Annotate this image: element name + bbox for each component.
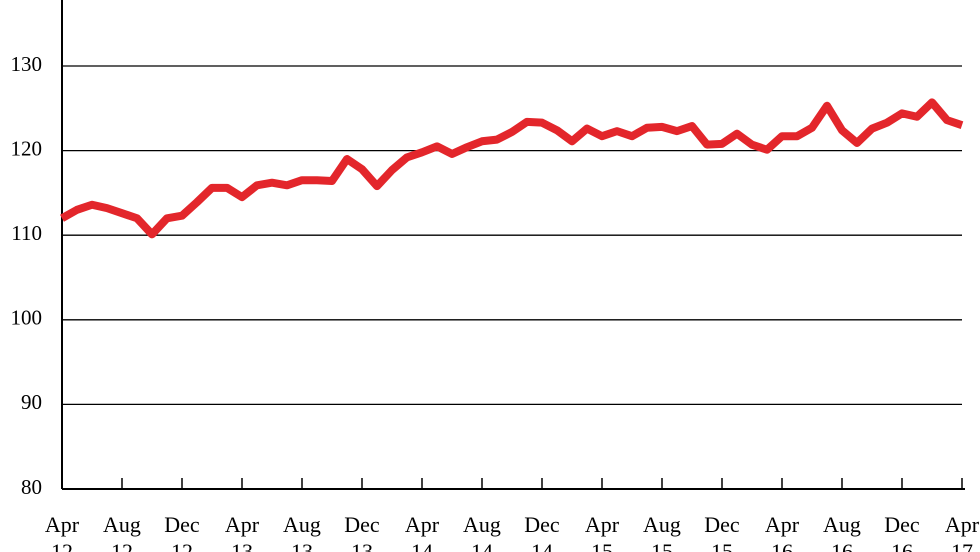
y-tick-label: 90 xyxy=(21,390,42,414)
y-tick-label: 120 xyxy=(11,136,43,160)
x-tick-label: Aug 16 xyxy=(823,512,861,552)
x-tick-label: Apr 16 xyxy=(764,512,800,552)
y-tick-label: 110 xyxy=(11,221,42,245)
y-tick-label: 130 xyxy=(11,52,43,76)
x-tick-label: Dec 16 xyxy=(884,512,920,552)
y-tick-label: 80 xyxy=(21,475,42,499)
x-tick-label: Aug 12 xyxy=(103,512,141,552)
x-tick-label: Aug 14 xyxy=(463,512,501,552)
x-tick-label: Aug 13 xyxy=(283,512,321,552)
y-tick-label: 100 xyxy=(11,306,43,330)
x-tick-label: Dec 13 xyxy=(344,512,380,552)
x-tick-label: Apr 14 xyxy=(404,512,440,552)
data-line xyxy=(60,98,964,239)
x-tick-label: Apr 15 xyxy=(584,512,620,552)
x-tick-label: Apr 13 xyxy=(224,512,260,552)
x-tick-label: Apr 12 xyxy=(44,512,80,552)
x-tick-label: Apr 17 xyxy=(944,512,980,552)
x-tick-label: Dec 12 xyxy=(164,512,200,552)
x-tick-label: Dec 14 xyxy=(524,512,560,552)
x-tick-label: Aug 15 xyxy=(643,512,681,552)
x-tick-label: Dec 15 xyxy=(704,512,740,552)
